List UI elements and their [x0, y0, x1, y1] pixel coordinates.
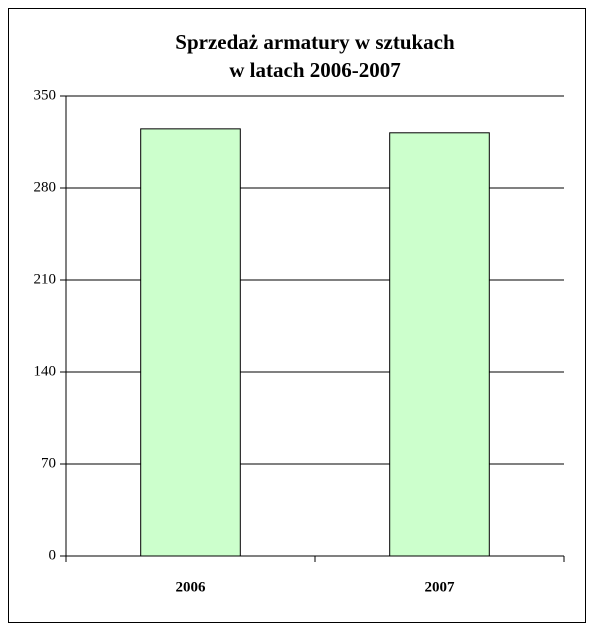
x-tick-label: 2006: [176, 579, 207, 595]
bar: [389, 132, 490, 557]
y-tick-label: 70: [41, 455, 56, 471]
chart-frame: [8, 8, 586, 623]
y-tick-label: 210: [34, 271, 57, 287]
y-tick-label: 140: [34, 363, 57, 379]
y-tick-label: 0: [49, 547, 57, 563]
chart-title: Sprzedaż armatury w sztukach: [175, 30, 455, 54]
chart-title: w latach 2006-2007: [229, 58, 401, 82]
y-tick-label: 350: [34, 87, 57, 103]
x-tick-label: 2007: [425, 579, 456, 595]
bar: [140, 128, 241, 557]
y-tick-label: 280: [34, 179, 57, 195]
